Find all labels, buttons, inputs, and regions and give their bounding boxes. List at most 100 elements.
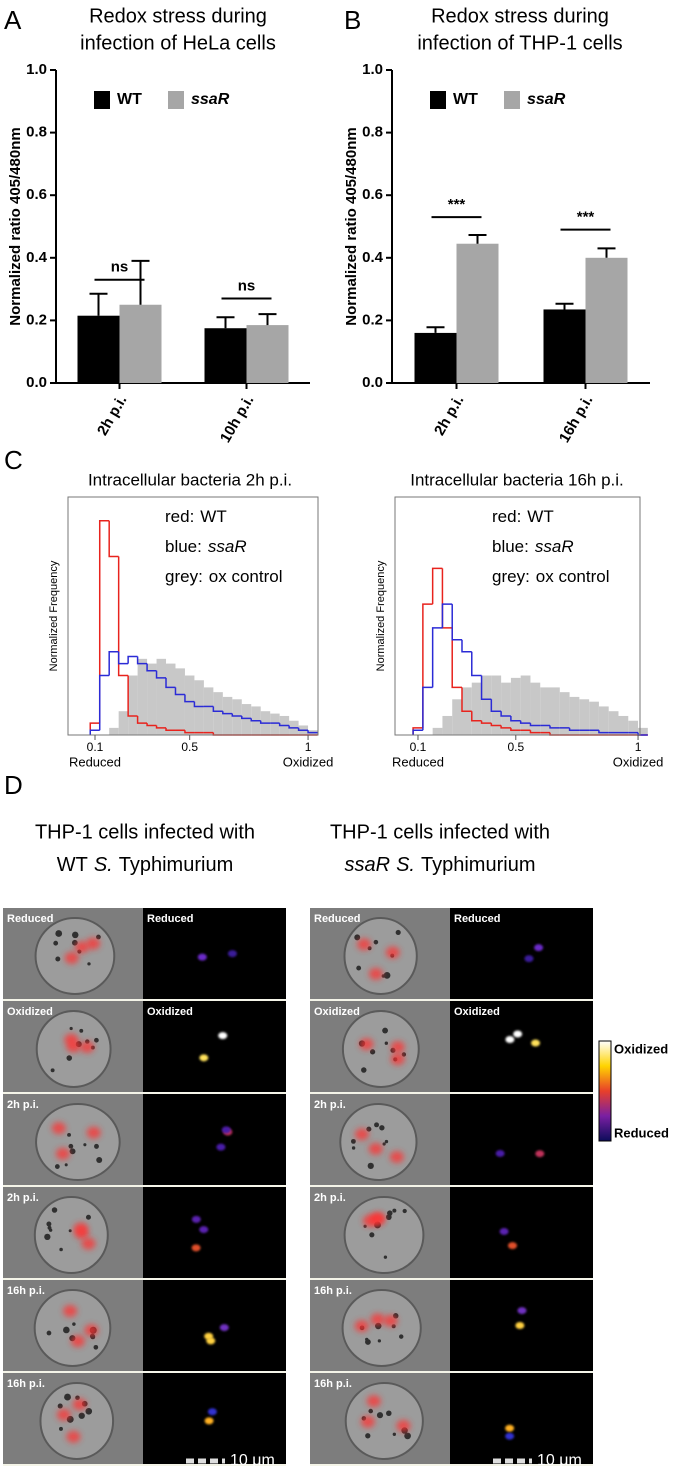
image-label: 2h p.i. <box>7 1099 39 1111</box>
granule <box>379 1125 385 1131</box>
granule <box>71 931 79 939</box>
histogram-bar <box>618 715 629 735</box>
legend-label: ssaR <box>535 537 574 556</box>
bacteria-signal <box>66 1430 81 1443</box>
granule <box>79 1028 84 1033</box>
histogram-step <box>155 670 167 679</box>
bacteria-signal <box>84 1324 99 1337</box>
bacterium <box>507 1242 517 1250</box>
row-divider <box>310 999 593 1001</box>
image-label: Reduced <box>147 913 193 925</box>
x-tick-label: 10h p.i. <box>217 392 258 445</box>
y-axis-label: Normalized Frequency <box>375 560 387 671</box>
cell <box>343 1196 425 1274</box>
image-label: 2h p.i. <box>314 1099 346 1111</box>
histogram-step <box>117 556 129 677</box>
row-divider <box>310 1185 593 1187</box>
bacterium <box>219 1324 229 1332</box>
granule <box>404 1432 411 1440</box>
histogram-step <box>165 727 176 731</box>
bacteria-signal <box>55 1147 70 1160</box>
x-tick-label: 16h p.i. <box>556 392 597 445</box>
x-tick-label: 0.1 <box>87 740 104 754</box>
histogram-step <box>549 725 560 729</box>
bacteria-signal <box>360 1415 375 1428</box>
legend-label: WT <box>453 91 478 108</box>
histogram-step <box>519 720 531 724</box>
histogram-bar <box>156 658 167 735</box>
histogram-bar <box>530 682 541 735</box>
bacteria-signal <box>390 1040 405 1053</box>
strain: ssaR <box>345 854 391 876</box>
x-tick-label: 0.5 <box>181 740 198 754</box>
row-divider <box>310 1092 593 1094</box>
histogram-bar <box>270 713 280 735</box>
error-bar <box>555 302 574 310</box>
histogram-step <box>441 568 453 629</box>
granule <box>369 1232 375 1238</box>
histogram-bar <box>128 675 138 735</box>
histogram-step <box>451 627 462 689</box>
micrograph-row <box>3 908 286 1001</box>
histogram-bar <box>608 711 619 735</box>
bacterium <box>197 953 207 961</box>
bacterium <box>515 1322 525 1330</box>
granule <box>374 1122 380 1128</box>
image-label: 16h p.i. <box>314 1285 352 1297</box>
legend-key: blue: <box>165 537 202 556</box>
micrograph-row <box>3 1373 286 1466</box>
granule <box>46 1221 52 1227</box>
chart-title: Redox stress during <box>89 5 267 27</box>
y-tick-label: 0.6 <box>362 186 383 203</box>
y-tick-label: 0.0 <box>362 374 383 391</box>
bacterium <box>199 1054 209 1062</box>
legend-key: grey: <box>492 567 530 586</box>
plot-frame <box>394 496 641 736</box>
image-label: Oxidized <box>147 1006 193 1018</box>
histogram-step <box>461 639 472 653</box>
significance-label: *** <box>577 209 595 226</box>
granule <box>59 1247 63 1252</box>
legend-entry: red: WT <box>165 507 227 526</box>
bacteria-signal <box>366 1395 381 1408</box>
y-tick-label: 0.4 <box>26 249 48 266</box>
histogram-step <box>165 677 176 689</box>
legend-swatch <box>94 91 110 109</box>
micrograph-row <box>310 908 593 1001</box>
y-tick-label: 0.6 <box>26 186 47 203</box>
histogram-step <box>568 727 580 731</box>
legend-key: blue: <box>492 537 529 556</box>
bacteria-signal <box>383 1314 398 1327</box>
fluorescence-image <box>143 1094 286 1185</box>
y-axis-label: Normalized Frequency <box>48 560 60 671</box>
granule <box>383 971 391 979</box>
legend-label: ssaR <box>527 91 566 108</box>
row-divider <box>310 1278 593 1280</box>
histogram-bar <box>432 727 443 735</box>
significance-label: ns <box>238 277 256 294</box>
histogram-step <box>441 603 453 628</box>
histogram-bar <box>579 699 590 735</box>
legend-entry: grey: ox control <box>492 567 610 586</box>
bacterium <box>495 1149 505 1157</box>
species: Typhimurium <box>119 854 233 876</box>
granule <box>365 1433 371 1439</box>
bar <box>204 328 247 383</box>
histogram-bar <box>109 727 119 735</box>
bacteria-signal <box>72 1398 87 1411</box>
granule <box>48 1228 53 1232</box>
colorbar-label: Reduced <box>614 1125 669 1140</box>
histogram-bar <box>118 711 129 735</box>
fluorescence-image <box>450 1094 593 1185</box>
granule <box>85 1407 93 1415</box>
granule <box>399 1334 404 1339</box>
legend-label: WT <box>117 91 142 108</box>
bacteria-signal <box>70 1335 85 1348</box>
bar <box>456 243 499 383</box>
histogram-step <box>480 675 492 701</box>
histogram-bar <box>559 692 570 735</box>
histogram-bar <box>520 675 531 735</box>
column-title: THP-1 cells infected with <box>35 821 255 843</box>
granule <box>368 1408 374 1414</box>
genus: S. <box>94 854 113 876</box>
